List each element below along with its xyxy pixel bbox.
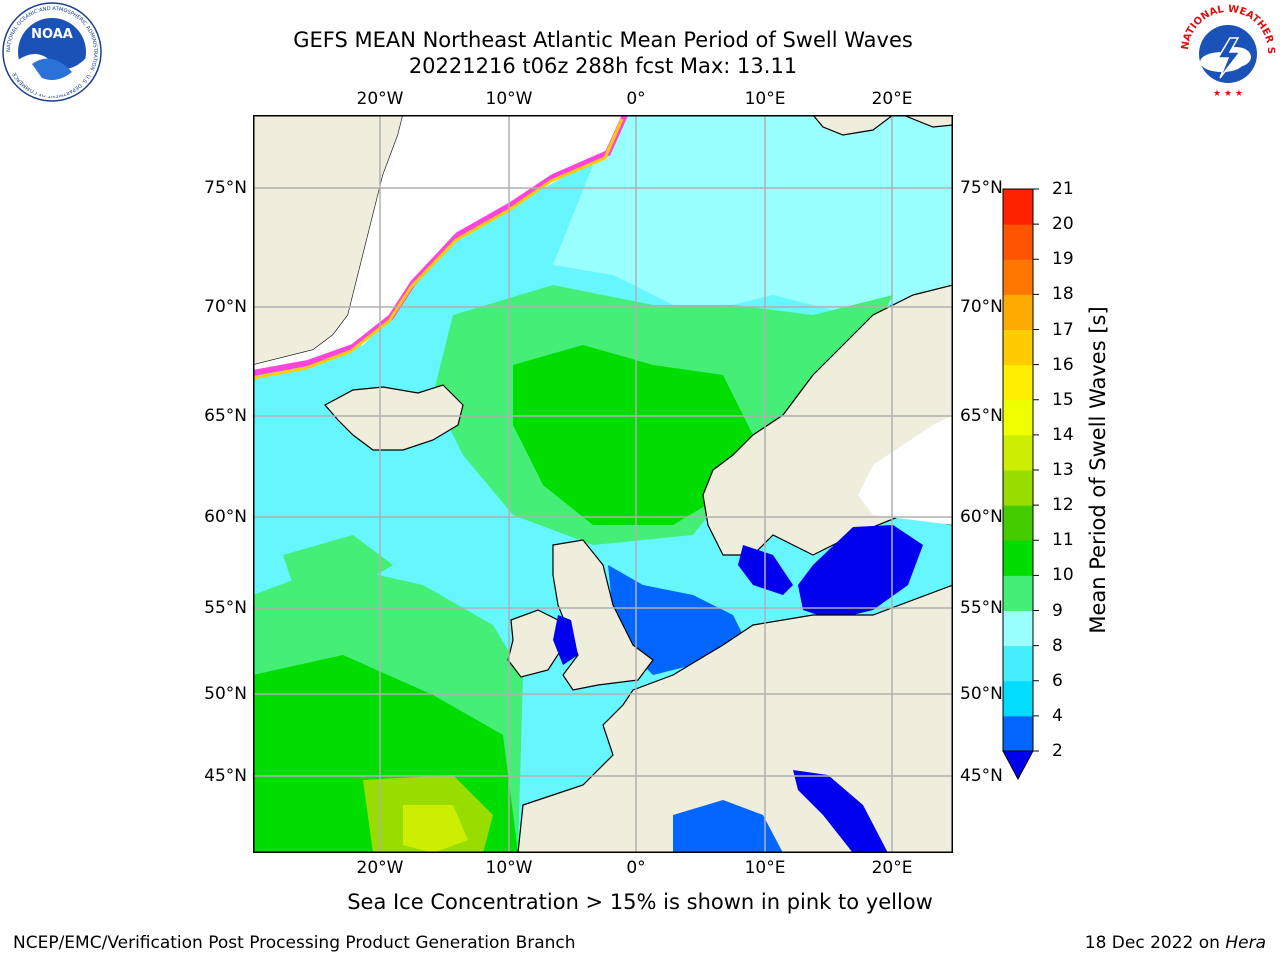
footer-date-text: 18 Dec 2022 on <box>1084 933 1220 953</box>
colorbar <box>1002 188 1039 781</box>
colorbar-tick-label: 9 <box>1052 600 1063 621</box>
swell-field-8-9s <box>553 115 953 315</box>
map-title: GEFS MEAN Northeast Atlantic Mean Period… <box>293 28 913 52</box>
lat-label-right: 45°N <box>960 766 1003 786</box>
lat-label-right: 60°N <box>960 507 1003 527</box>
colorbar-tick-label: 20 <box>1052 214 1074 235</box>
lat-label-left: 75°N <box>204 178 247 198</box>
colorbar-tick-label: 21 <box>1052 179 1074 199</box>
lat-label-right: 55°N <box>960 598 1003 618</box>
swell-field-irish-sea <box>553 615 578 665</box>
colorbar-tick-label: 10 <box>1052 565 1074 586</box>
colorbar-segment <box>1003 680 1033 717</box>
footer-org: NCEP/EMC/Verification Post Processing Pr… <box>13 933 576 953</box>
footer-host: Hera <box>1225 933 1266 953</box>
colorbar-segment <box>1003 575 1033 611</box>
lon-label-top: 20°E <box>871 89 913 109</box>
lon-label-top: 10°W <box>485 89 533 109</box>
colorbar-tick-label: 18 <box>1052 284 1074 305</box>
land-svalbard <box>812 115 894 136</box>
nws-logo: NATIONAL WEATHER SERVICE ★ ★ ★ <box>1178 2 1277 101</box>
lon-label-top: 0° <box>626 89 646 109</box>
map-frame <box>253 115 953 853</box>
swell-field-adriatic <box>793 770 888 853</box>
colorbar-tick-label: 17 <box>1052 319 1074 340</box>
colorbar-segment <box>1003 329 1033 366</box>
graticule <box>253 115 953 853</box>
colorbar-segment <box>1003 224 1033 260</box>
lon-label-bottom: 10°E <box>744 858 786 878</box>
lat-label-right: 50°N <box>960 684 1003 704</box>
colorbar-segment <box>1003 259 1033 295</box>
colorbar-tick-label: 16 <box>1052 354 1074 375</box>
svg-text:★ ★ ★: ★ ★ ★ <box>1213 89 1243 99</box>
sea-ice-caption: Sea Ice Concentration > 15% is shown in … <box>347 890 933 914</box>
colorbar-segment <box>1003 505 1033 541</box>
lat-label-left: 50°N <box>204 684 247 704</box>
land-ireland <box>507 609 562 678</box>
colorbar-tick-label: 12 <box>1052 495 1074 516</box>
colorbar-segment <box>1003 540 1033 576</box>
colorbar-tick-label: 6 <box>1052 670 1063 691</box>
lon-label-top: 10°E <box>744 89 786 109</box>
colorbar-tick-label: 14 <box>1052 424 1074 445</box>
lon-label-bottom: 20°E <box>871 858 913 878</box>
lon-label-bottom: 10°W <box>485 858 533 878</box>
map-subtitle: 20221216 t06z 288h fcst Max: 13.11 <box>408 54 798 78</box>
lat-label-right: 75°N <box>960 178 1003 198</box>
lon-label-bottom: 20°W <box>356 858 404 878</box>
colorbar-label: Mean Period of Swell Waves [s] <box>1086 306 1110 634</box>
lon-label-top: 20°W <box>356 89 404 109</box>
colorbar-segment <box>1003 294 1033 330</box>
sea-ice-white <box>253 115 623 370</box>
land-great-britain <box>552 539 654 691</box>
colorbar-segment <box>1003 189 1033 225</box>
colorbar-segment <box>1003 399 1033 436</box>
colorbar-tick-label: 13 <box>1052 460 1074 480</box>
svg-text:NOAA: NOAA <box>31 27 73 42</box>
colorbar-segment <box>1003 715 1033 752</box>
swell-field-10-11s <box>513 345 753 525</box>
sea-ice-edge-yellow <box>253 118 624 380</box>
swell-field-sw-12-13s <box>403 805 468 853</box>
lat-label-left: 45°N <box>204 766 247 786</box>
colorbar-tick-label: 15 <box>1052 389 1074 410</box>
sea-ice-edge <box>253 115 628 376</box>
lat-label-right: 70°N <box>960 297 1003 317</box>
colorbar-tick-label: 2 <box>1052 741 1063 761</box>
colorbar-segment <box>1003 470 1033 506</box>
lat-label-left: 70°N <box>204 297 247 317</box>
swell-patch <box>283 535 393 595</box>
lat-label-left: 65°N <box>204 406 247 426</box>
lat-label-left: 55°N <box>204 598 247 618</box>
colorbar-segment <box>1003 434 1033 471</box>
swell-period-map <box>253 115 953 853</box>
colorbar-segment <box>1003 645 1033 682</box>
colorbar-tick-label: 19 <box>1052 249 1074 270</box>
land-europe <box>517 584 953 853</box>
colorbar-tick-label: 4 <box>1052 705 1063 726</box>
colorbar-tick-label: 8 <box>1052 635 1063 656</box>
colorbar-tick-label: 11 <box>1052 530 1074 551</box>
lat-label-left: 60°N <box>204 507 247 527</box>
lat-label-right: 65°N <box>960 406 1003 426</box>
colorbar-segment <box>1003 364 1033 401</box>
colorbar-segment <box>1003 610 1033 647</box>
footer-date: 18 Dec 2022 on Hera <box>1085 933 1266 953</box>
swell-field-northsea <box>608 565 743 675</box>
land-svalbard-east <box>902 115 953 128</box>
noaa-logo: NATIONAL OCEANIC AND ATMOSPHERIC ADMINIS… <box>2 2 102 102</box>
land-iceland <box>324 384 464 451</box>
swell-field-mediterranean <box>673 800 783 853</box>
sea-ice-bothnia <box>858 415 953 525</box>
colorbar-under-triangle <box>1002 750 1034 781</box>
lon-label-bottom: 0° <box>626 858 646 878</box>
